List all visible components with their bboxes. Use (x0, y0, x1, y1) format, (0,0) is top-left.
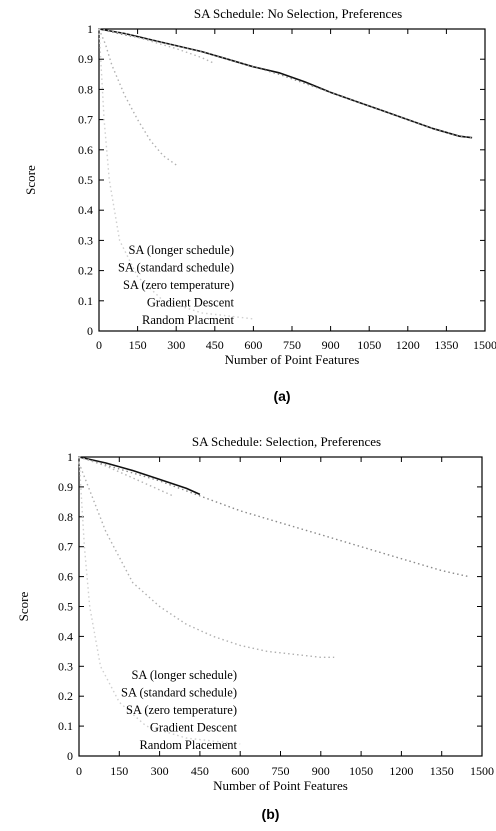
legend-entry: Gradient Descent (150, 721, 238, 735)
x-axis-label: Number of Point Features (225, 352, 360, 367)
y-tick-label: 0.2 (58, 689, 73, 703)
chart-title: SA Schedule: Selection, Preferences (192, 434, 381, 449)
x-tick-label: 1350 (430, 764, 454, 778)
legend-entry: SA (standard schedule) (121, 686, 237, 700)
x-tick-label: 150 (110, 764, 128, 778)
y-tick-label: 0 (67, 749, 73, 763)
y-tick-label: 0.6 (58, 570, 73, 584)
x-tick-label: 450 (191, 764, 209, 778)
x-tick-label: 1200 (396, 338, 420, 352)
x-tick-label: 900 (322, 338, 340, 352)
y-tick-label: 0.5 (78, 173, 93, 187)
y-tick-label: 0.1 (58, 719, 73, 733)
x-tick-label: 1500 (470, 764, 494, 778)
series-line-5 (98, 28, 254, 320)
series-line-1 (78, 456, 201, 496)
y-tick-label: 0.9 (78, 52, 93, 66)
series-line-1 (98, 28, 473, 139)
x-tick-label: 300 (151, 764, 169, 778)
y-tick-label: 1 (87, 22, 93, 36)
y-tick-label: 0.3 (58, 659, 73, 673)
legend-entry: SA (standard schedule) (118, 261, 234, 275)
y-tick-label: 0.8 (58, 510, 73, 524)
x-axis-label: Number of Point Features (213, 778, 348, 793)
x-tick-label: 1500 (473, 338, 496, 352)
chart-panel-a: SA Schedule: No Selection, Preferences 0 1… (23, 6, 496, 404)
x-tick-label: 1050 (349, 764, 373, 778)
y-tick-label: 0.9 (58, 480, 73, 494)
series-line-4 (98, 28, 177, 166)
y-tick-label: 0.7 (58, 540, 73, 554)
y-tick-label: 0.8 (78, 82, 93, 96)
y-tick-label: 0.3 (78, 233, 93, 247)
y-tick-label: 0.5 (58, 600, 73, 614)
chart-panel-b: SA Schedule: Selection, Preferences 0 150 3… (16, 434, 494, 822)
series-line-2 (98, 28, 473, 139)
chart-title: SA Schedule: No Selection, Preferences (194, 6, 402, 21)
series-line-4 (78, 462, 335, 658)
legend-entry: Gradient Descent (147, 296, 235, 310)
x-tick-label: 1200 (389, 764, 413, 778)
x-tick-label: 600 (244, 338, 262, 352)
x-tick-label: 450 (206, 338, 224, 352)
x-tick-label: 0 (76, 764, 82, 778)
x-tick-label: 750 (272, 764, 290, 778)
series-line-5 (78, 456, 241, 745)
legend-entry: Random Placment (142, 313, 235, 327)
y-tick-label: 0.4 (78, 203, 93, 217)
y-tick-label: 0.1 (78, 294, 93, 308)
y-tick-label: 1 (67, 450, 73, 464)
x-tick-label: 1350 (434, 338, 458, 352)
x-tick-label: 150 (129, 338, 147, 352)
y-axis-label: Score (23, 165, 38, 195)
x-tick-label: 750 (283, 338, 301, 352)
x-tick-label: 1050 (357, 338, 381, 352)
y-tick-label: 0 (87, 324, 93, 338)
series-line-3 (98, 28, 216, 65)
x-tick-label: 900 (312, 764, 330, 778)
y-axis-label: Score (16, 591, 31, 621)
x-tick-label: 600 (231, 764, 249, 778)
panel-label: (b) (262, 806, 280, 822)
legend-entry: SA (zero temperature) (123, 278, 234, 292)
y-tick-label: 0.4 (58, 629, 73, 643)
y-tick-label: 0.2 (78, 264, 93, 278)
legend-entry: SA (longer schedule) (131, 668, 237, 682)
legend-entry: SA (zero temperature) (126, 703, 237, 717)
panel-label: (a) (273, 388, 290, 404)
series-line-2 (78, 456, 469, 578)
y-tick-label: 0.7 (78, 113, 93, 127)
series-line-3 (78, 456, 174, 497)
x-tick-label: 300 (167, 338, 185, 352)
x-tick-label: 0 (96, 338, 102, 352)
legend-entry: SA (longer schedule) (128, 243, 234, 257)
legend-entry: Random Placement (139, 738, 237, 752)
y-tick-label: 0.6 (78, 143, 93, 157)
